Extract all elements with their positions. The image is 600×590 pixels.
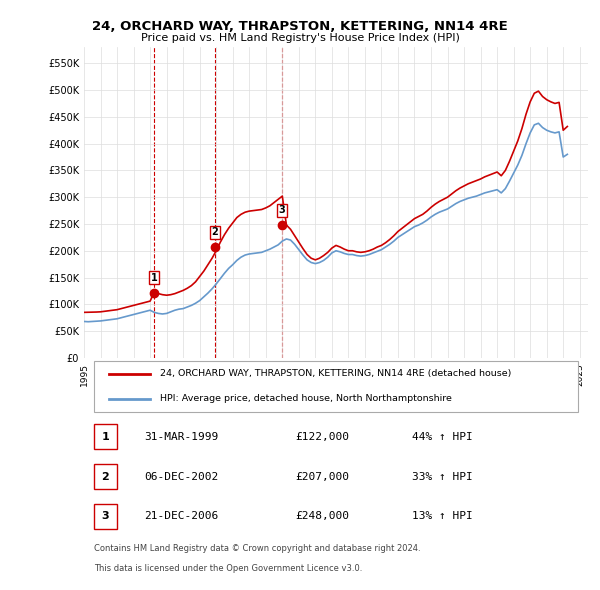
- FancyBboxPatch shape: [94, 360, 578, 412]
- FancyBboxPatch shape: [94, 424, 117, 449]
- Text: 2: 2: [211, 227, 218, 237]
- Text: £248,000: £248,000: [296, 512, 350, 522]
- Text: 2: 2: [101, 471, 109, 481]
- Text: 24, ORCHARD WAY, THRAPSTON, KETTERING, NN14 4RE: 24, ORCHARD WAY, THRAPSTON, KETTERING, N…: [92, 20, 508, 33]
- FancyBboxPatch shape: [94, 504, 117, 529]
- Text: 1: 1: [151, 273, 158, 283]
- Text: 06-DEC-2002: 06-DEC-2002: [145, 471, 219, 481]
- Text: Contains HM Land Registry data © Crown copyright and database right 2024.: Contains HM Land Registry data © Crown c…: [94, 544, 421, 553]
- Text: £122,000: £122,000: [296, 432, 350, 442]
- Text: 24, ORCHARD WAY, THRAPSTON, KETTERING, NN14 4RE (detached house): 24, ORCHARD WAY, THRAPSTON, KETTERING, N…: [160, 369, 511, 378]
- Text: 3: 3: [101, 512, 109, 522]
- Text: 1: 1: [101, 432, 109, 442]
- Text: HPI: Average price, detached house, North Northamptonshire: HPI: Average price, detached house, Nort…: [160, 394, 451, 403]
- Text: This data is licensed under the Open Government Licence v3.0.: This data is licensed under the Open Gov…: [94, 564, 362, 573]
- Text: 33% ↑ HPI: 33% ↑ HPI: [412, 471, 472, 481]
- Text: 44% ↑ HPI: 44% ↑ HPI: [412, 432, 472, 442]
- Text: 31-MAR-1999: 31-MAR-1999: [145, 432, 219, 442]
- Text: 3: 3: [278, 205, 285, 215]
- Text: £207,000: £207,000: [296, 471, 350, 481]
- Text: 13% ↑ HPI: 13% ↑ HPI: [412, 512, 472, 522]
- Text: 21-DEC-2006: 21-DEC-2006: [145, 512, 219, 522]
- FancyBboxPatch shape: [94, 464, 117, 489]
- Text: Price paid vs. HM Land Registry's House Price Index (HPI): Price paid vs. HM Land Registry's House …: [140, 34, 460, 43]
